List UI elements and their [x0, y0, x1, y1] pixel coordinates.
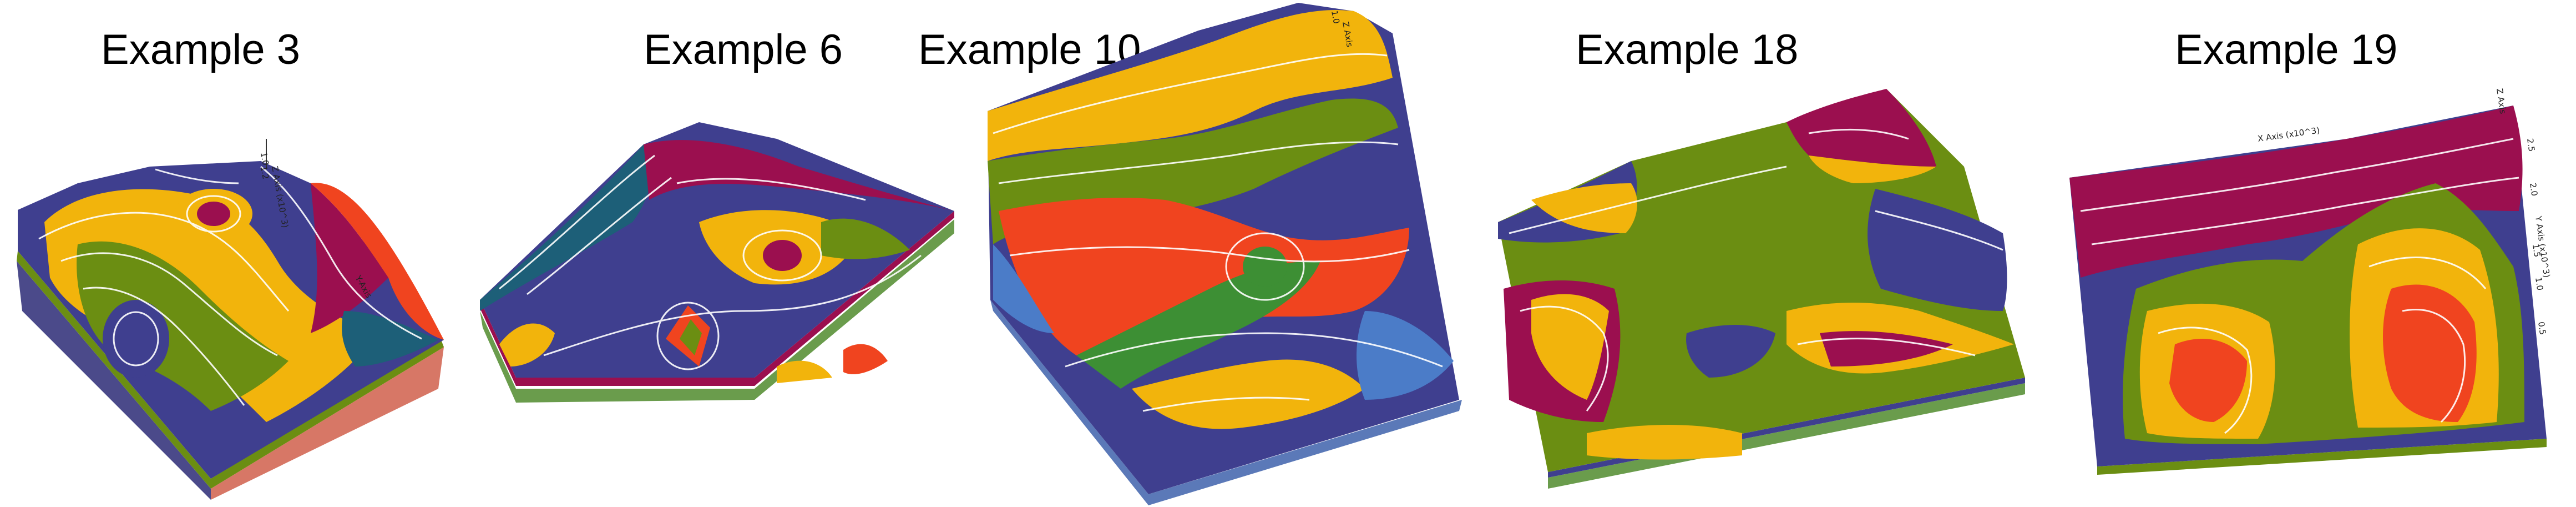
model-surface-gold [988, 10, 1393, 161]
model-surface-teal [342, 311, 438, 367]
model-surface-blue-sw [993, 244, 1054, 333]
tick-label: 0.5 [2536, 321, 2548, 335]
model-base-side [2097, 439, 2547, 475]
model-surface-magenta-ne [1787, 89, 1936, 167]
contour-lines [1509, 128, 2003, 411]
model-surface-red-east [843, 344, 888, 374]
contour-lines [499, 154, 922, 370]
model-surface-red-e [2383, 284, 2477, 422]
tick-label: 1.5 [2531, 243, 2542, 258]
tick-label: 2.0 [2528, 182, 2539, 197]
model-surface-purple-e [1868, 189, 2007, 311]
model-surface-red [999, 198, 1409, 355]
panel-example-19: Example 19 X Axis (x10^3) Y Axis (x10^3)… [2047, 0, 2576, 507]
contour-lines [2080, 138, 2519, 434]
tick-label: 1.0 [259, 152, 271, 167]
geologic-model-render: X Axis (x10^3) Y Axis (x10^3) 2.5 2.0 1.… [2069, 88, 2552, 475]
model-base-front [17, 261, 211, 500]
panel-example-18: Example 18 [1476, 0, 2036, 507]
model-base-side [990, 300, 1462, 505]
geologic-model-render: Y-Axis Z Axis (x10^3) 1.0 1.2 [17, 139, 444, 500]
panel-title: Example 6 [644, 26, 843, 73]
contour-lines [993, 53, 1443, 412]
tick-label: 2.5 [2525, 138, 2537, 152]
tick-label: 1.0 [1329, 10, 1342, 25]
model-base-side [211, 347, 444, 500]
model-surface-magenta-se [1820, 331, 1953, 367]
panel-title: Example 10 [918, 26, 1141, 73]
model-surface-purple-pocket [103, 300, 169, 378]
contour-lines [38, 165, 422, 406]
geologic-model-render [1498, 89, 2025, 489]
panel-title: Example 19 [2175, 26, 2398, 73]
model-surface-magenta [2069, 106, 2523, 278]
model-surface-purple-center [1686, 325, 1775, 378]
model-surface-blue [1357, 311, 1454, 400]
model-surface-dome [197, 202, 230, 226]
tick-label: 1.2 [259, 165, 271, 180]
model-surface-olive [821, 218, 910, 259]
model-surface-gold-w [1531, 294, 1609, 400]
tick-label: 1.0 [2533, 277, 2545, 291]
model-surface-gold-s [1587, 425, 1742, 460]
panel-title: Example 18 [1576, 26, 1799, 73]
model-surface-olive [77, 241, 289, 411]
model-base-side [1548, 383, 2025, 489]
panel-example-6: Example 6 [466, 0, 965, 507]
geologic-model-render [480, 122, 954, 403]
model-surface-red [311, 183, 444, 340]
panel-title: Example 3 [101, 26, 301, 73]
panel-example-3: Example 3 Y-Axis Z Axis (x10^3) 1.0 1 [0, 0, 488, 507]
model-surface-magenta [311, 183, 388, 333]
model-surface-olive-core [680, 319, 702, 355]
model-surface-magenta [644, 140, 954, 211]
model-surface-dome [763, 240, 802, 271]
model-surface-gold-south [1132, 359, 1365, 429]
model-surface-red-w [2169, 339, 2247, 422]
axis-label: X Axis (x10^3) [2257, 125, 2320, 144]
model-surface-gold-ne [1809, 155, 1936, 183]
model-surface-gold-nw [1531, 183, 1637, 233]
panel-example-10: Example 10 Z Axis 1.0 [910, 0, 1465, 507]
model-surface-gold-west [499, 323, 555, 367]
model-surface-dome [1243, 247, 1287, 287]
model-surface-green-band [1076, 261, 1320, 389]
model-base-front [480, 219, 954, 403]
model-surface-gold-south [777, 360, 832, 383]
geologic-model-render: Z Axis 1.0 [988, 3, 1462, 505]
